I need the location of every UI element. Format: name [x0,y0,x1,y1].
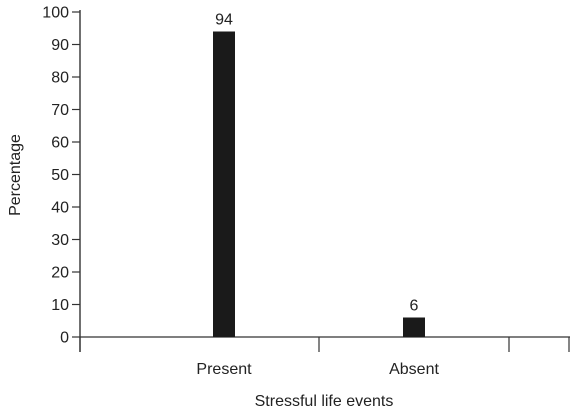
y-tick-label: 100 [42,5,69,22]
y-tick-label: 30 [51,232,69,249]
y-tick-label: 90 [51,37,69,54]
y-tick-label: 10 [51,297,69,314]
y-tick-label: 40 [51,200,69,217]
x-category-label: Present [196,361,252,378]
bar-absent [403,317,425,337]
x-axis-title: Stressful life events [255,393,394,410]
data-label: 94 [215,12,233,29]
y-tick-label: 60 [51,135,69,152]
x-axis: Present Absent [79,336,570,378]
y-tick-label: 50 [51,167,69,184]
bars [213,31,425,337]
y-tick-label: 70 [51,102,69,119]
bar-present [213,31,235,337]
data-labels: 94 6 [215,12,418,315]
y-tick-label: 80 [51,70,69,87]
y-axis-title: Percentage [7,134,24,216]
y-axis: 0 10 20 30 40 50 60 70 80 90 100 [42,5,81,352]
y-tick-label: 20 [51,265,69,282]
x-category-label: Absent [389,361,439,378]
y-tick-label: 0 [60,330,69,347]
data-label: 6 [410,298,419,315]
